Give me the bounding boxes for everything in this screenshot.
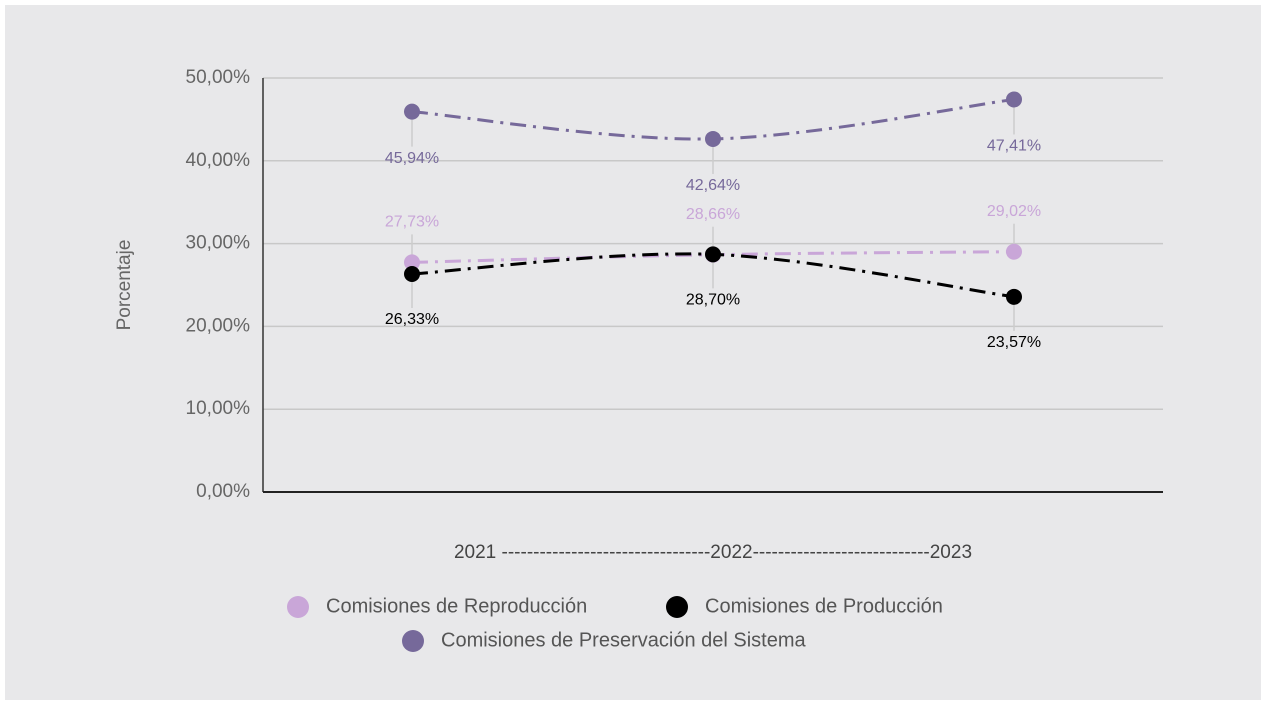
- data-point: [1006, 243, 1022, 260]
- data-label: 28,66%: [686, 206, 740, 223]
- legend-label: Comisiones de Producción: [705, 595, 943, 617]
- y-tick-label: 10,00%: [186, 398, 251, 419]
- data-point: [705, 246, 721, 263]
- data-label: 28,70%: [686, 292, 740, 309]
- y-tick-label: 30,00%: [186, 233, 251, 254]
- legend-marker: [402, 630, 424, 652]
- data-label: 42,64%: [686, 177, 740, 194]
- x-axis-label: 2021 ---------------------------------20…: [454, 542, 972, 563]
- data-label: 26,33%: [385, 311, 439, 328]
- y-tick-label: 0,00%: [196, 481, 250, 502]
- legend-marker: [666, 596, 688, 618]
- data-label: 23,57%: [987, 334, 1041, 351]
- data-label: 29,02%: [987, 203, 1041, 220]
- data-point: [1006, 91, 1022, 108]
- legend-label: Comisiones de Reproducción: [326, 595, 587, 617]
- data-label: 45,94%: [385, 150, 439, 167]
- data-point: [404, 265, 420, 282]
- data-point: [705, 130, 721, 147]
- data-point: [404, 103, 420, 120]
- data-label: 27,73%: [385, 214, 439, 231]
- data-point: [404, 254, 420, 271]
- data-label: 47,41%: [987, 138, 1041, 155]
- y-tick-label: 50,00%: [186, 67, 251, 88]
- background: [5, 5, 1261, 700]
- legend-marker: [287, 596, 309, 618]
- y-tick-label: 20,00%: [186, 315, 251, 336]
- y-tick-label: 40,00%: [186, 150, 251, 171]
- y-axis-label: Porcentaje: [114, 240, 135, 331]
- data-point: [1006, 288, 1022, 305]
- legend-label: Comisiones de Preservación del Sistema: [441, 629, 806, 651]
